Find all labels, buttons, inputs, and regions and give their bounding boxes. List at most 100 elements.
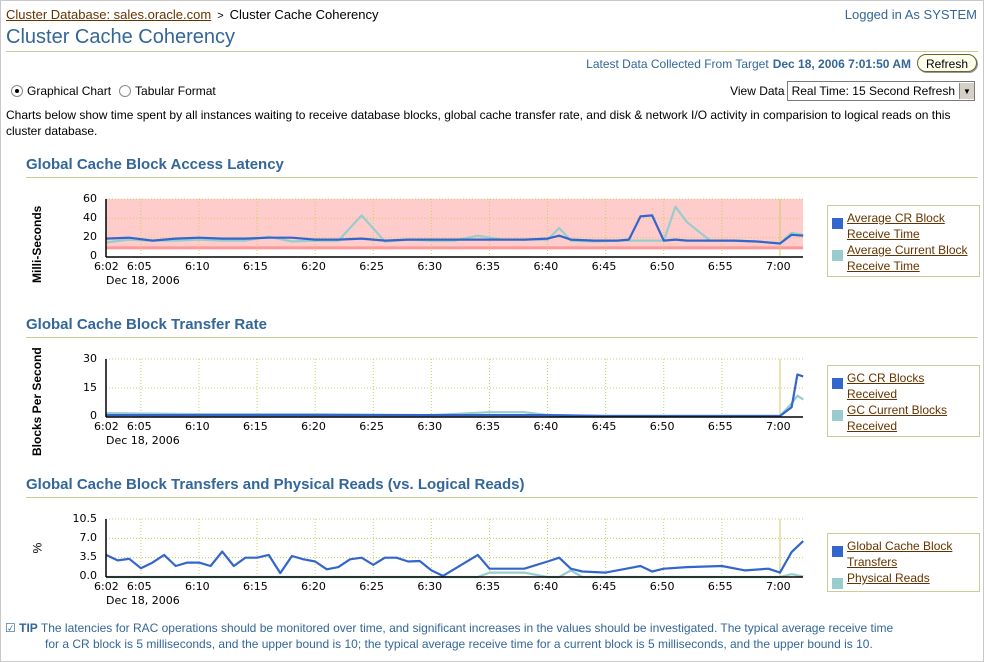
transfers-physical-reads-date-label: Dec 18, 2006 [106, 594, 180, 607]
tip-box: ☑ TIP The latencies for RAC operations s… [5, 620, 965, 652]
x-tick-label: 7:00 [765, 580, 791, 593]
tip-text-line2: for a CR block is 5 milliseconds, and th… [45, 637, 873, 651]
legend-swatch-light [832, 250, 843, 261]
legend-link-gc-cr-blocks-received[interactable]: GC CR Blocks Received [847, 371, 925, 401]
legend-link-physical-reads[interactable]: Physical Reads [847, 571, 930, 585]
transfer-rate-date-label: Dec 18, 2006 [106, 434, 180, 447]
x-tick-label: 6:02 [94, 580, 119, 593]
x-tick-label: 7:00 [765, 260, 791, 273]
transfers-physical-reads-y-axis-label: % [30, 542, 45, 554]
x-tick-label: 6:05 [126, 420, 152, 433]
x-tick-label: 6:55 [707, 260, 733, 273]
legend-item: Physical Reads [832, 570, 975, 589]
transfer-rate-ytick: 15 [83, 381, 97, 394]
chevron-down-icon[interactable]: ▼ [959, 83, 974, 99]
legend-swatch-dark [832, 546, 843, 557]
x-tick-label: 6:20 [301, 420, 326, 433]
view-data-selected-value: Real Time: 15 Second Refresh [791, 84, 955, 98]
x-tick-label: 6:45 [591, 580, 617, 593]
latency-ytick: 40 [83, 211, 97, 224]
transfer-rate-y-axis-label: Blocks Per Second [30, 347, 44, 456]
x-tick-label: 6:40 [533, 420, 559, 433]
x-tick-label: 6:35 [475, 420, 501, 433]
latency-legend: Average CR Block Receive Time Average Cu… [827, 205, 980, 277]
breadcrumb-current: Cluster Cache Coherency [229, 7, 379, 22]
tip-text-line1: The latencies for RAC operations should … [40, 621, 894, 635]
logged-in-status: Logged in As SYSTEM [844, 7, 977, 22]
transfer-rate-ytick: 30 [83, 352, 97, 365]
latest-data-label: Latest Data Collected From Target [586, 57, 769, 71]
x-tick-label: 6:55 [707, 420, 733, 433]
legend-item: GC CR Blocks Received [832, 370, 975, 402]
x-tick-label: 6:20 [301, 580, 326, 593]
latency-ytick: 20 [83, 230, 97, 243]
transfers-physical-reads-chart-plot [105, 518, 804, 579]
x-tick-label: 6:55 [707, 580, 733, 593]
legend-swatch-light [832, 410, 843, 421]
breadcrumb-cluster-database-link[interactable]: Cluster Database: sales.oracle.com [6, 7, 212, 22]
refresh-button[interactable]: Refresh [916, 54, 977, 72]
view-data-label: View Data [730, 84, 785, 98]
legend-link-avg-cr-block-receive-time[interactable]: Average CR Block Receive Time [847, 211, 945, 241]
x-tick-label: 6:30 [417, 580, 443, 593]
latency-x-axis: 6:02 6:05 6:10 6:15 6:20 6:25 6:30 6:35 6:40 6:45… [1, 260, 984, 276]
breadcrumb-separator: > [217, 10, 224, 22]
view-data-control: View Data Real Time: 15 Second Refresh ▼ [730, 81, 975, 101]
transfers-physical-reads-x-axis: 6:02 6:05 6:10 6:15 6:20 6:25 6:30 6:35 6:40 6:45… [1, 580, 984, 596]
legend-link-global-cache-block-transfers[interactable]: Global Cache Block Transfers [847, 539, 953, 569]
checkmark-icon: ☑ [5, 621, 16, 635]
latest-data-collected: Latest Data Collected From Target Dec 18,… [586, 57, 911, 71]
legend-link-avg-current-block-receive-time[interactable]: Average Current Block Receive Time [847, 243, 968, 273]
transfer-rate-chart-title: Global Cache Block Transfer Rate [26, 316, 267, 333]
view-data-select[interactable]: Real Time: 15 Second Refresh ▼ [786, 81, 975, 101]
latest-data-timestamp: Dec 18, 2006 7:01:50 AM [772, 57, 911, 71]
latency-ytick: 0 [90, 249, 97, 262]
x-tick-label: 6:50 [649, 580, 675, 593]
legend-link-gc-current-blocks-received[interactable]: GC Current Blocks Received [847, 403, 948, 433]
x-tick-label: 6:20 [301, 260, 326, 273]
x-tick-label: 6:15 [243, 580, 268, 593]
x-tick-label: 6:45 [591, 260, 617, 273]
transfers-physical-reads-ytick: 0.0 [79, 569, 98, 582]
transfers-physical-reads-chart-title: Global Cache Block Transfers and Physica… [26, 476, 525, 493]
x-tick-label: 6:10 [184, 420, 210, 433]
breadcrumb: Cluster Database: sales.oracle.com > Clust… [6, 7, 379, 22]
x-tick-label: 6:50 [649, 420, 675, 433]
x-tick-label: 6:05 [126, 260, 152, 273]
graphical-chart-label[interactable]: Graphical Chart [27, 84, 112, 98]
legend-item: Global Cache Block Transfers [832, 538, 975, 570]
tip-label: TIP [19, 621, 38, 635]
transfer-rate-chart-divider [26, 337, 978, 338]
x-tick-label: 6:50 [649, 260, 675, 273]
x-tick-label: 6:35 [475, 260, 501, 273]
x-tick-label: 7:00 [765, 420, 791, 433]
legend-item: Average Current Block Receive Time [832, 242, 975, 274]
x-tick-label: 6:15 [243, 260, 268, 273]
transfers-physical-reads-chart-divider [26, 497, 978, 498]
x-tick-label: 6:15 [243, 420, 268, 433]
tabular-format-radio[interactable] [119, 85, 132, 97]
transfers-physical-reads-ytick: 7.0 [79, 531, 98, 544]
tabular-format-label[interactable]: Tabular Format [135, 84, 216, 98]
legend-swatch-dark [832, 218, 843, 229]
transfers-physical-reads-legend: Global Cache Block Transfers Physical Re… [827, 533, 980, 592]
page-title: Cluster Cache Coherency [6, 26, 235, 48]
latency-chart-title: Global Cache Block Access Latency [26, 156, 284, 173]
x-tick-label: 6:25 [359, 580, 384, 593]
legend-swatch-light [832, 578, 843, 589]
transfer-rate-ytick: 0 [90, 409, 97, 422]
latency-date-label: Dec 18, 2006 [106, 274, 180, 287]
latency-chart-plot [105, 198, 804, 258]
x-tick-label: 6:05 [126, 580, 152, 593]
graphical-chart-radio[interactable] [11, 85, 23, 97]
latency-chart-divider [26, 177, 978, 178]
x-tick-label: 6:30 [417, 260, 443, 273]
transfer-rate-x-axis: 6:02 6:05 6:10 6:15 6:20 6:25 6:30 6:35 6:40 6:45… [1, 420, 984, 436]
x-tick-label: 6:40 [533, 580, 559, 593]
transfer-rate-chart-plot [105, 358, 804, 418]
title-divider [6, 51, 978, 52]
x-tick-label: 6:10 [184, 260, 210, 273]
legend-swatch-dark [832, 378, 843, 389]
x-tick-label: 6:35 [475, 580, 501, 593]
transfer-rate-legend: GC CR Blocks Received GC Current Blocks … [827, 365, 980, 437]
